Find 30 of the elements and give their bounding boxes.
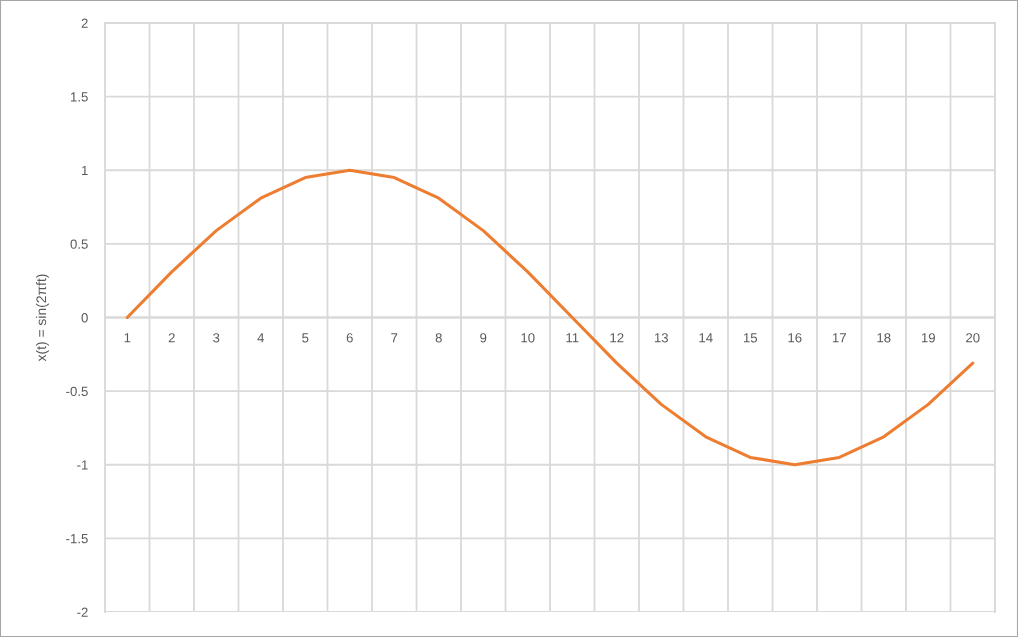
x-tick-label: 18 — [877, 333, 891, 343]
x-tick-label: 10 — [521, 333, 535, 343]
y-tick-label: -1.5 — [66, 534, 88, 544]
x-tick-label: 15 — [743, 333, 758, 343]
x-tick-label: 4 — [257, 333, 265, 343]
x-tick-label: 13 — [654, 333, 669, 343]
y-tick-label: 0 — [81, 313, 88, 323]
y-tick-label: 0.5 — [70, 239, 88, 249]
x-tick-label: 8 — [435, 333, 442, 343]
y-axis-title: x(t) = sin(2πft) — [35, 274, 49, 362]
y-tick-label: 2 — [81, 18, 88, 28]
x-tick-label: 9 — [480, 333, 487, 343]
x-tick-label: 1 — [124, 333, 131, 343]
y-tick-label: -0.5 — [66, 386, 88, 397]
x-tick-label: 7 — [391, 333, 398, 343]
y-tick-label: -2 — [77, 607, 88, 617]
y-tick-label: 1.5 — [71, 92, 88, 102]
x-tick-label: 6 — [346, 333, 353, 343]
y-tick-label: -1 — [77, 460, 88, 470]
x-tick-label: 17 — [832, 333, 846, 343]
x-tick-label: 11 — [566, 333, 579, 343]
x-tick-label: 2 — [168, 333, 175, 343]
x-tick-label: 16 — [788, 333, 802, 343]
x-tick-label: 3 — [213, 333, 220, 343]
x-tick-label: 20 — [966, 333, 980, 343]
x-tick-label: 5 — [302, 333, 309, 343]
x-tick-label: 19 — [921, 333, 935, 343]
x-tick-label: 14 — [699, 333, 713, 343]
x-tick-label: 12 — [610, 333, 624, 343]
y-tick-label: 1 — [82, 165, 88, 176]
